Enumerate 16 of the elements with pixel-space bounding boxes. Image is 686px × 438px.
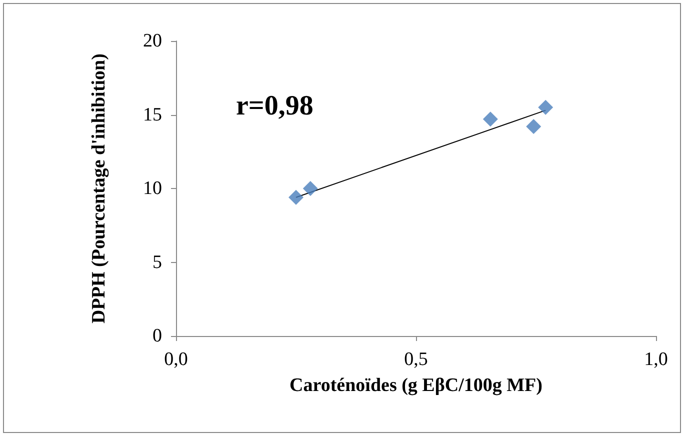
y-tick-label: 10	[143, 178, 162, 199]
y-tick-label: 5	[152, 252, 162, 273]
point	[526, 119, 542, 134]
point	[302, 181, 318, 196]
y-tick-label: 0	[152, 326, 162, 346]
y-tick-label: 20	[143, 30, 162, 52]
x-tick-label: 0,5	[404, 349, 428, 370]
point	[288, 190, 304, 205]
y-axis-title: DPPH (Pourcentage d'inhibition)	[88, 54, 110, 324]
annotation: r=0,98	[236, 90, 314, 122]
point	[482, 112, 498, 127]
x-tick-label: 1,0	[644, 349, 668, 370]
y-tick-label: 15	[143, 104, 162, 126]
x-tick-label: 0,0	[164, 349, 188, 370]
x-axis-title: Caroténoïdes (g EβC/100g MF)	[290, 375, 542, 396]
point	[538, 100, 554, 115]
